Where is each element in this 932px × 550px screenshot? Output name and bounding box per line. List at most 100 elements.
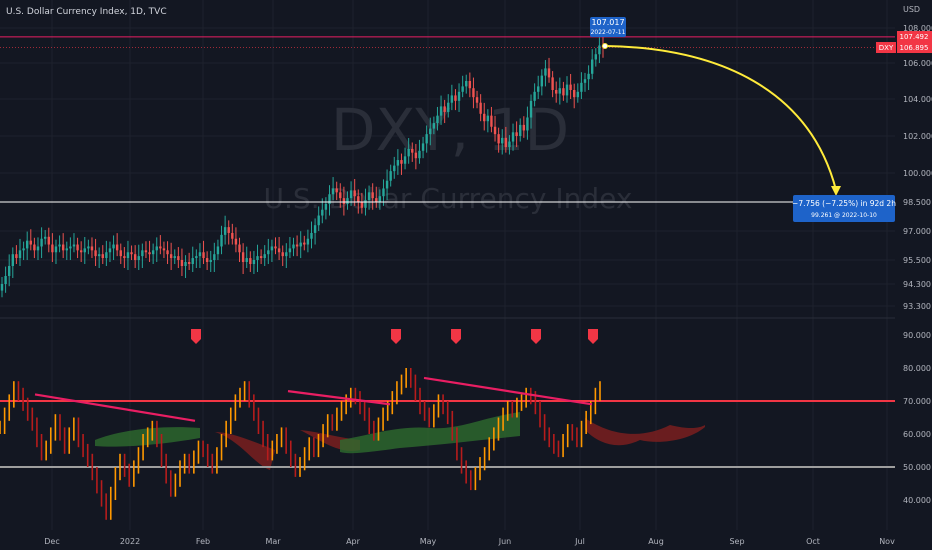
price-levels [0, 36, 895, 203]
time-tick-label: Sep [729, 537, 744, 546]
watermark-symbol: DXY, 1D [331, 96, 569, 164]
candle-body [328, 194, 331, 204]
candle-body [371, 192, 374, 199]
candle-body [576, 91, 580, 98]
cloud-green [340, 412, 520, 454]
candle-body [220, 234, 223, 247]
candle-body [310, 232, 313, 239]
candle-body [425, 134, 428, 144]
candle-body [180, 260, 184, 266]
candle-body [583, 79, 587, 83]
candle-body [94, 250, 97, 257]
candle-body [321, 209, 324, 216]
candle-body [511, 132, 515, 142]
candle-body [11, 254, 14, 266]
candle-body [454, 95, 457, 101]
candle-body [403, 156, 407, 164]
candle-body [108, 248, 112, 253]
time-tick-label: Dec [44, 537, 59, 546]
candle-body [587, 73, 590, 80]
candle-body [508, 141, 511, 148]
candle-body [105, 252, 108, 259]
sell-signal-icon [531, 329, 541, 344]
time-tick-label: Feb [196, 537, 210, 546]
candle-body [353, 190, 356, 197]
oscillator-pane [0, 329, 895, 520]
high-callout-box [590, 17, 626, 37]
red-level-value: 107.492 [900, 33, 929, 41]
time-tick-label: Mar [265, 537, 281, 546]
candle-body [432, 123, 436, 129]
candle-body [47, 236, 50, 245]
last-price-value: 106.895 [900, 44, 929, 52]
candle-body [209, 260, 212, 262]
candle-body [173, 256, 176, 259]
candle-body [97, 254, 101, 257]
price-tick-label: 97.000 [903, 227, 931, 236]
candle-body [522, 124, 526, 131]
candle-body [263, 254, 266, 259]
candle-body [515, 132, 518, 136]
candle-body [40, 238, 43, 247]
candle-body [76, 244, 79, 251]
candle-body [162, 248, 166, 251]
candle-body [216, 246, 220, 255]
candle-body [191, 258, 194, 264]
candle-body [205, 258, 209, 262]
measure-target: 99.261 @ 2022-10-10 [811, 212, 877, 219]
candle-body [544, 68, 547, 76]
candle-body [562, 88, 565, 96]
candle-body [267, 250, 270, 255]
candle-body [155, 246, 158, 251]
candle-body [285, 252, 288, 257]
candle-body [292, 244, 295, 249]
candle-body [119, 250, 122, 257]
candle-body [306, 238, 310, 245]
candle-body [288, 248, 292, 253]
measure-label: −7.756 (−7.25%) in 92d 2h 99.261 @ 2022-… [792, 195, 896, 222]
candle-body [393, 165, 396, 172]
candle-body [144, 250, 148, 253]
price-tick-label: 100.000 [903, 169, 932, 178]
candle-body [429, 128, 432, 135]
candle-body [166, 250, 169, 255]
candle-body [346, 198, 349, 204]
arrow-head-icon [831, 186, 841, 196]
candle-body [342, 198, 346, 204]
time-axis[interactable]: Dec 2022 Feb Mar Apr May Jun Jul Aug Sep Oct Nov [44, 537, 895, 546]
high-callout-date: 2022-07-11 [591, 29, 626, 36]
candle-body [551, 77, 554, 90]
candle-body [69, 246, 72, 249]
candle-body [22, 248, 25, 251]
candle-body [61, 244, 65, 251]
cloud-red [585, 418, 705, 446]
candle-body [479, 102, 482, 114]
candle-body [501, 137, 504, 144]
osc-tick-label: 60.000 [903, 430, 931, 439]
candle-body [436, 115, 439, 124]
candle-body [126, 252, 130, 259]
candle-body [148, 252, 151, 255]
currency-label: USD [903, 5, 920, 14]
projection-arrow[interactable] [602, 43, 842, 197]
candle-body [184, 262, 187, 266]
candle-body [36, 246, 40, 251]
candle-body [573, 90, 576, 98]
candle-body [490, 115, 493, 127]
candle-body [0, 284, 4, 291]
osc-tick-label: 80.000 [903, 364, 931, 373]
candle-body [133, 254, 137, 260]
candle-body [130, 252, 133, 255]
candle-body [591, 59, 594, 74]
candle-body [281, 252, 284, 257]
candle-body [58, 244, 61, 247]
chart-title: U.S. Dollar Currency Index, 1D, TVC [6, 7, 167, 17]
candle-body [529, 100, 533, 118]
red-level-tag: 107.492 [897, 31, 932, 42]
price-axis[interactable]: 108.000 106.000 104.000 102.000 100.000 98.50… [903, 24, 932, 505]
price-tick-label: 94.300 [903, 280, 931, 289]
symbol-tag-text: DXY [879, 44, 894, 52]
candle-body [270, 246, 274, 251]
price-tick-label: 93.300 [903, 302, 931, 311]
